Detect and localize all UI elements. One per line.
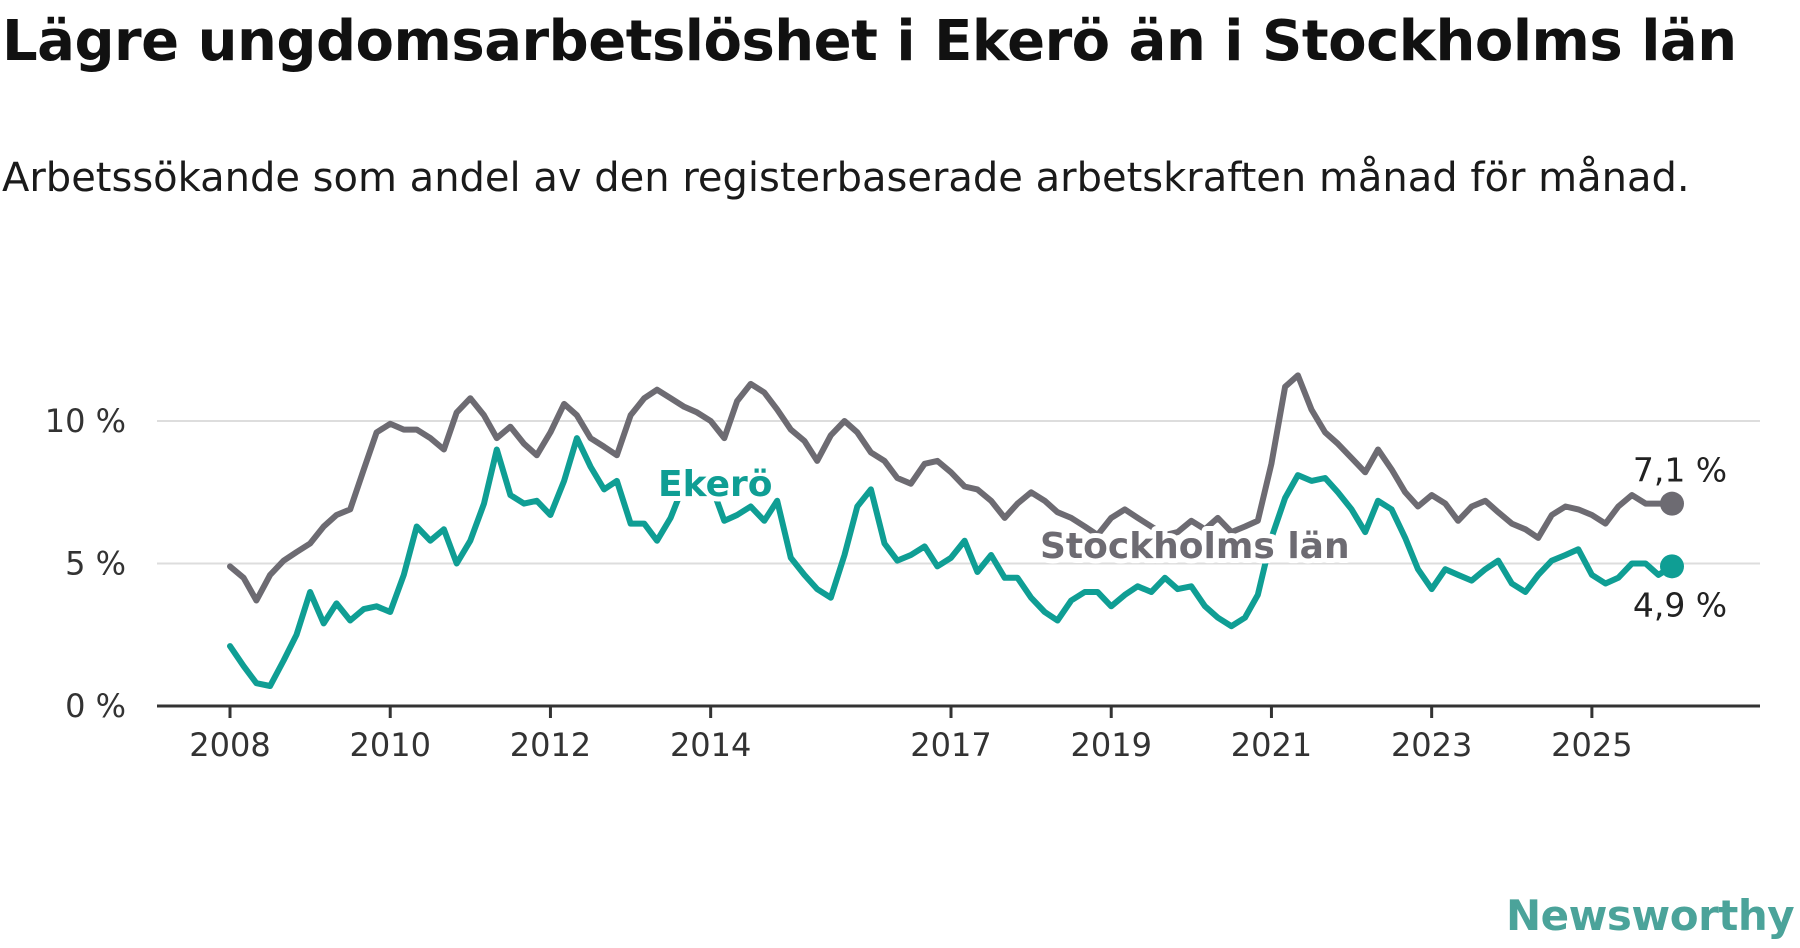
end-value-label-stockholms-lan: 7,1 % [1633,451,1727,490]
x-axis: 2008 2010 2012 2014 2017 2019 2021 2023 2025 [157,704,1760,764]
x-tick-label: 2017 [910,726,991,764]
chart-subtitle: Arbetssökande som andel av den registerb… [2,155,1690,201]
series-label-stockholms-lan: Stockholms län [1040,526,1350,567]
x-tick-label: 2008 [189,726,270,764]
labels: Stockholms län Ekerö 7,1 % 4,9 % [653,447,1731,629]
newsworthy-logo: Newsworthy [1494,890,1795,940]
series-label-ekero: Ekerö [658,464,772,505]
brand-name: Newsworthy [1506,890,1795,940]
x-tick-label: 2025 [1551,726,1632,764]
x-tick-label: 2014 [670,726,751,764]
x-tick-label: 2012 [510,726,591,764]
y-tick-label: 10 % [45,402,126,440]
x-tick-label: 2010 [350,726,431,764]
end-value-label-ekero: 4,9 % [1633,585,1727,624]
series-end-marker [1660,554,1684,579]
chart-title: Lägre ungdomsarbetslöshet i Ekerö än i S… [2,9,1737,74]
series-end-marker [1660,491,1684,516]
x-tick-label: 2019 [1071,726,1152,764]
y-tick-label: 5 % [65,545,126,583]
x-tick-label: 2023 [1391,726,1472,764]
series-line-ekero [227,435,1675,689]
series-line-stockholms-lan [227,372,1675,604]
x-tick-label: 2021 [1231,726,1312,764]
series-lines [227,372,1684,689]
y-tick-label: 0 % [65,687,126,725]
